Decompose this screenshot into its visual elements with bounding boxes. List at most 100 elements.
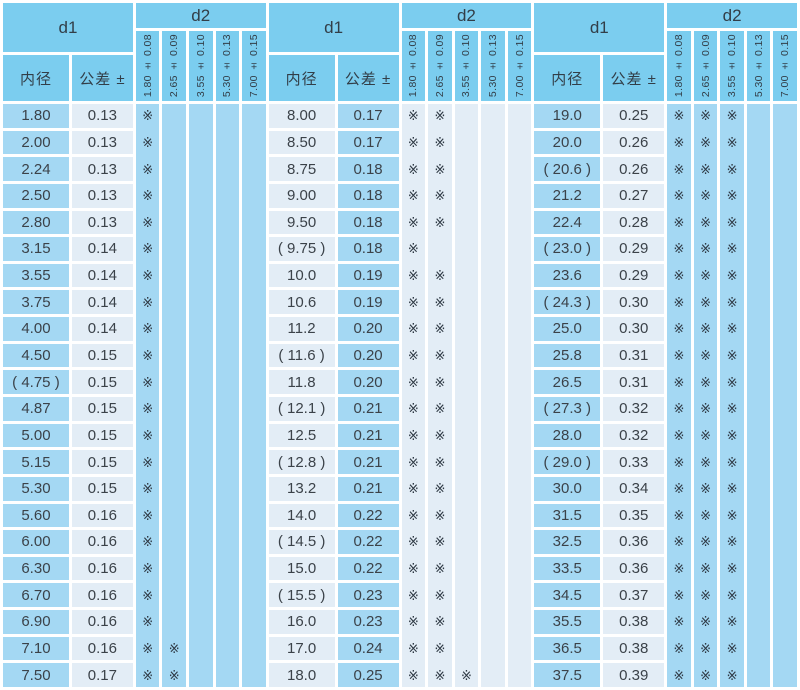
- d2-column-band: ※ ※: [162, 104, 186, 687]
- tolerance-cell: 0.29: [603, 237, 665, 261]
- applicable-mark: ※: [700, 401, 711, 417]
- mark-slot: ※: [667, 610, 691, 634]
- mark-slot: [508, 317, 532, 341]
- inner-diameter-cell: 35.5: [534, 610, 601, 634]
- inner-diameter-cell: 11.8: [268, 370, 335, 394]
- mark-slot: ※: [694, 610, 718, 634]
- applicable-mark: ※: [407, 561, 419, 577]
- tolerance-cell: 0.26: [603, 130, 665, 155]
- mark-slot: [481, 504, 505, 528]
- tolerance-cell: 0.38: [603, 636, 665, 661]
- mark-slot: [242, 317, 266, 341]
- applicable-mark: ※: [726, 161, 738, 177]
- mark-slot: ※: [694, 370, 718, 394]
- mark-slot: [455, 504, 479, 528]
- mark-slot: [216, 344, 240, 368]
- mark-slot: ※: [428, 663, 452, 687]
- mark-slot: [216, 557, 240, 581]
- mark-slot: [162, 477, 186, 501]
- applicable-mark: ※: [142, 374, 154, 390]
- applicable-mark: ※: [142, 348, 154, 364]
- applicable-mark: ※: [673, 481, 685, 497]
- mark-slot: [216, 477, 240, 501]
- applicable-mark: ※: [700, 268, 711, 284]
- tolerance-cell: 0.25: [603, 104, 665, 128]
- applicable-mark: ※: [726, 374, 738, 390]
- d2-column-band: ※ ※ ※ ※ ※ ※ ※ ※ ※ ※ ※ ※ ※ ※ ※ ※ ※ ※ ※ ※ ※ ※: [720, 104, 744, 687]
- mark-slot: [455, 211, 479, 235]
- applicable-mark: ※: [726, 401, 738, 417]
- mark-slot: [747, 397, 771, 421]
- mark-slot: ※: [694, 583, 718, 607]
- mark-slot: [242, 211, 266, 235]
- d2-column-band: [507, 104, 532, 687]
- tolerance-cell: 0.26: [603, 157, 665, 181]
- applicable-mark: ※: [434, 454, 446, 470]
- mark-slot: [747, 237, 771, 261]
- mark-slot: ※: [694, 530, 718, 554]
- tolerance-cell: 0.15: [71, 343, 133, 368]
- mark-slot: [162, 583, 186, 607]
- mark-slot: ※: [720, 184, 744, 208]
- applicable-mark: ※: [434, 427, 446, 443]
- tolerance-cell: 0.17: [71, 663, 133, 687]
- d2-size-column-header: 1.80 ± 0.08: [135, 31, 160, 101]
- mark-slot: ※: [667, 104, 691, 128]
- mark-slot: ※: [720, 237, 744, 261]
- mark-slot: [773, 397, 797, 421]
- applicable-mark: ※: [142, 534, 154, 550]
- tolerance-cell: 0.23: [337, 583, 399, 608]
- d2-column-band: ※ ※ ※ ※ ※ ※ ※ ※ ※ ※ ※ ※ ※ ※ ※ ※ ※ ※ ※ ※ ※ ※: [401, 104, 426, 687]
- mark-slot: [773, 290, 797, 314]
- mark-slot: ※: [402, 637, 426, 661]
- applicable-mark: ※: [726, 214, 738, 230]
- tolerance-cell: 0.39: [603, 663, 665, 687]
- mark-slot: [747, 450, 771, 474]
- inner-diameter-cell: 8.75: [268, 157, 335, 181]
- mark-slot: [189, 184, 213, 208]
- mark-slot: [508, 290, 532, 314]
- mark-slot: [242, 290, 266, 314]
- mark-slot: ※: [428, 370, 452, 394]
- applicable-mark: ※: [673, 587, 685, 603]
- mark-slot: ※: [136, 157, 160, 181]
- mark-slot: ※: [720, 370, 744, 394]
- mark-slot: ※: [402, 184, 426, 208]
- mark-slot: [216, 610, 240, 634]
- applicable-mark: ※: [726, 321, 738, 337]
- mark-slot: [216, 131, 240, 155]
- tolerance-cell: 0.21: [337, 423, 399, 448]
- mark-slot: [747, 530, 771, 554]
- mark-slot: ※: [136, 317, 160, 341]
- mark-slot: [242, 610, 266, 634]
- mark-slot: [242, 663, 266, 687]
- inner-diameter-cell: 13.2: [268, 476, 335, 501]
- mark-slot: [455, 184, 479, 208]
- mark-slot: [216, 317, 240, 341]
- mark-slot: ※: [428, 477, 452, 501]
- mark-slot: [216, 530, 240, 554]
- mark-slot: ※: [428, 530, 452, 554]
- mark-slot: ※: [667, 184, 691, 208]
- inner-diameter-cell: 6.70: [3, 583, 69, 608]
- inner-diameter-cell: 2.00: [3, 130, 69, 155]
- inner-diameter-cell: 25.0: [534, 317, 601, 341]
- mark-slot: [481, 397, 505, 421]
- applicable-mark: ※: [673, 427, 685, 443]
- mark-slot: ※: [667, 131, 691, 155]
- d2-size-column-label: 5.30 ± 0.13: [486, 34, 499, 98]
- mark-slot: [481, 237, 505, 261]
- mark-slot: [508, 477, 532, 501]
- tolerance-cell: 0.15: [71, 423, 133, 448]
- mark-slot: ※: [667, 264, 691, 288]
- mark-slot: ※: [428, 264, 452, 288]
- mark-slot: ※: [136, 637, 160, 661]
- applicable-mark: ※: [142, 241, 154, 257]
- mark-slot: [481, 157, 505, 181]
- inner-diameter-cell: 23.6: [534, 263, 601, 288]
- mark-slot: [747, 317, 771, 341]
- applicable-mark: ※: [673, 108, 685, 124]
- mark-slot: ※: [402, 424, 426, 448]
- applicable-mark: ※: [726, 614, 738, 630]
- mark-slot: [773, 663, 797, 687]
